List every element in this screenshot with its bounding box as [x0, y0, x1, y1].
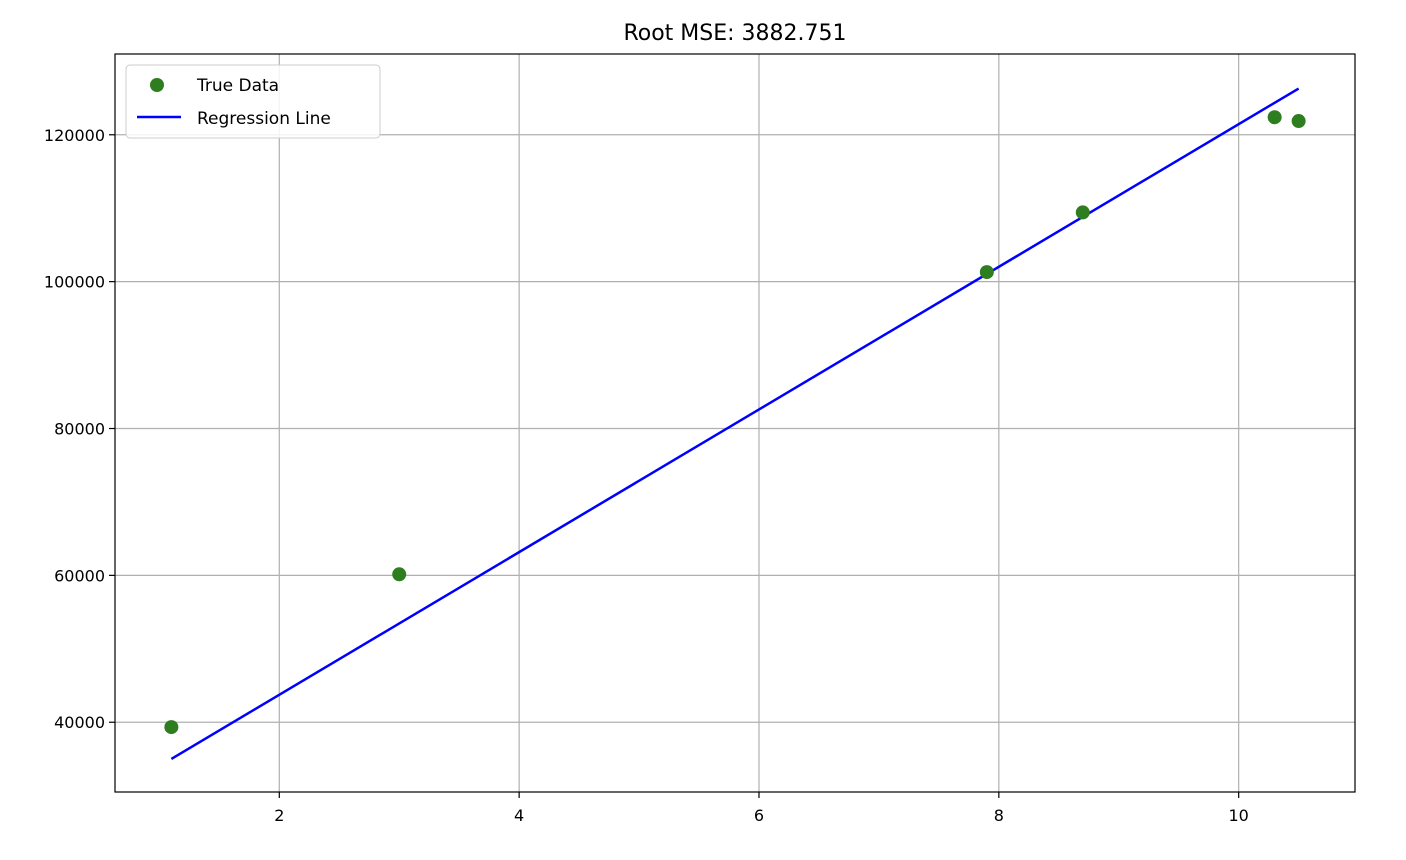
- y-tick-label: 100000: [44, 273, 105, 292]
- legend: True Data Regression Line: [125, 64, 381, 139]
- chart-title: Root MSE: 3882.751: [623, 21, 846, 46]
- data-point: [1075, 205, 1090, 220]
- data-point: [1291, 114, 1306, 129]
- regression-line: [170, 87, 1300, 761]
- data-point: [979, 265, 994, 280]
- x-tick-label: 8: [994, 806, 1004, 825]
- legend-label-regression-line: Regression Line: [197, 109, 331, 129]
- scatter-points-layer: [164, 110, 1306, 735]
- x-tick-label: 10: [1228, 806, 1248, 825]
- legend-label-true-data: True Data: [196, 76, 279, 96]
- y-tick-label: 40000: [54, 713, 105, 732]
- y-tick-label: 80000: [54, 420, 105, 439]
- legend-marker-true-data: [150, 78, 164, 92]
- y-tick-label: 120000: [44, 126, 105, 145]
- x-tick-label: 4: [514, 806, 524, 825]
- data-point: [392, 567, 407, 582]
- x-tick-label: 2: [274, 806, 284, 825]
- plot-area-frame: [114, 53, 1356, 793]
- data-point: [164, 720, 179, 735]
- legend-box: [125, 64, 381, 139]
- axis-ticks: 2 4 6 8 10 40000 60000 80000 100000 120000: [44, 126, 1249, 825]
- regression-line-layer: [170, 87, 1300, 761]
- x-tick-label: 6: [754, 806, 764, 825]
- grid: [115, 54, 1355, 792]
- data-point: [1267, 110, 1282, 125]
- y-tick-label: 60000: [54, 566, 105, 585]
